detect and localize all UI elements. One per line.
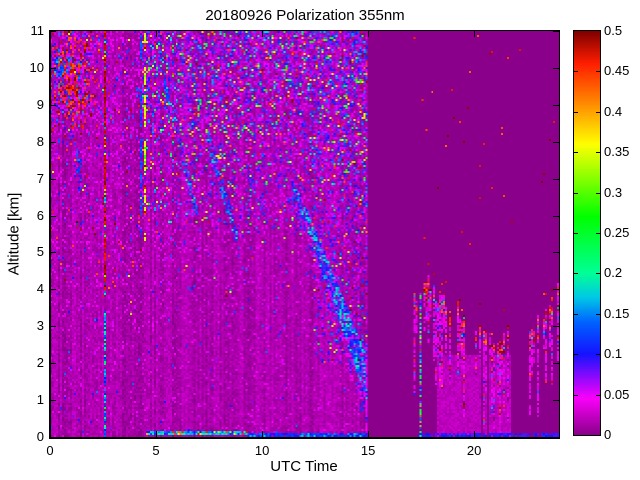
y-tick-label: 11 bbox=[30, 23, 45, 38]
colorbar-tick bbox=[574, 313, 578, 315]
y-tick-right bbox=[553, 400, 559, 402]
y-tick-label: 8 bbox=[36, 133, 44, 149]
plot-title: 20180926 Polarization 355nm bbox=[205, 7, 405, 24]
colorbar-tick bbox=[574, 152, 578, 154]
colorbar-tick-right bbox=[596, 192, 600, 194]
y-tick bbox=[50, 31, 56, 32]
y-tick-right bbox=[553, 326, 559, 328]
x-tick-label: 0 bbox=[46, 443, 54, 458]
colorbar-tick bbox=[574, 71, 578, 73]
x-tick-label: 20 bbox=[466, 443, 482, 458]
y-tick-right bbox=[553, 363, 559, 365]
colorbar-gradient bbox=[574, 31, 600, 435]
y-tick-right bbox=[553, 141, 559, 143]
colorbar-tick-right bbox=[596, 111, 600, 113]
x-tick bbox=[262, 431, 264, 437]
x-tick-top bbox=[50, 31, 51, 37]
colorbar-tick bbox=[574, 273, 578, 275]
y-tick bbox=[50, 141, 56, 143]
colorbar-tick-label: 0 bbox=[604, 427, 612, 442]
colorbar-tick-label: 0.35 bbox=[604, 144, 630, 160]
colorbar-tick bbox=[574, 111, 578, 113]
y-tick-right bbox=[553, 437, 559, 438]
y-tick-label: 0 bbox=[36, 429, 44, 444]
y-tick-label: 5 bbox=[36, 244, 44, 260]
colorbar-tick-right bbox=[596, 273, 600, 275]
colorbar-tick-label: 0.5 bbox=[604, 23, 623, 38]
colorbar-tick bbox=[574, 192, 578, 194]
x-tick-label: 10 bbox=[254, 443, 270, 458]
colorbar-tick-right bbox=[596, 313, 600, 315]
x-tick bbox=[474, 431, 476, 437]
y-tick-label: 6 bbox=[36, 207, 44, 223]
plot-axes-frame bbox=[49, 30, 560, 439]
colorbar-tick-right bbox=[596, 71, 600, 73]
y-tick-right bbox=[553, 31, 559, 32]
colorbar-tick bbox=[574, 233, 578, 234]
heatmap-canvas bbox=[50, 31, 559, 437]
colorbar-tick-label: 0.3 bbox=[604, 184, 623, 200]
x-tick bbox=[50, 431, 51, 437]
y-tick bbox=[50, 215, 56, 217]
y-tick bbox=[50, 67, 56, 69]
y-tick-label: 10 bbox=[29, 59, 44, 75]
colorbar-tick bbox=[574, 394, 578, 396]
y-tick-right bbox=[553, 67, 559, 69]
y-tick-right bbox=[553, 289, 559, 291]
y-tick-label: 2 bbox=[36, 355, 44, 371]
colorbar-tick-label: 0.05 bbox=[604, 386, 630, 402]
y-tick bbox=[50, 289, 56, 291]
y-tick-label: 7 bbox=[36, 170, 44, 186]
colorbar-tick bbox=[574, 354, 578, 356]
colorbar-tick-right bbox=[596, 152, 600, 154]
x-tick-top bbox=[368, 31, 370, 37]
colorbar-tick-label: 0.1 bbox=[604, 346, 623, 362]
y-tick bbox=[50, 104, 56, 106]
colorbar-tick-label: 0.25 bbox=[604, 225, 630, 240]
colorbar-tick-label: 0.45 bbox=[604, 63, 630, 79]
y-tick-label: 1 bbox=[36, 392, 44, 408]
y-axis-label: Altitude [km] bbox=[5, 192, 23, 276]
x-tick bbox=[156, 431, 158, 437]
y-tick bbox=[50, 400, 56, 402]
y-tick-label: 9 bbox=[36, 96, 44, 112]
colorbar-tick-right bbox=[596, 354, 600, 356]
colorbar-tick-label: 0.2 bbox=[604, 265, 623, 281]
y-tick-label: 4 bbox=[36, 281, 44, 297]
y-tick bbox=[50, 437, 56, 438]
x-axis-label: UTC Time bbox=[270, 458, 338, 475]
y-tick-right bbox=[553, 215, 559, 217]
y-tick bbox=[50, 252, 56, 254]
x-tick bbox=[368, 431, 370, 437]
x-tick-top bbox=[474, 31, 476, 37]
x-tick-top bbox=[156, 31, 158, 37]
colorbar-tick-label: 0.15 bbox=[604, 305, 630, 321]
x-tick-label: 15 bbox=[360, 443, 376, 458]
y-tick-label: 3 bbox=[36, 318, 44, 334]
y-tick-right bbox=[553, 178, 559, 180]
y-tick-right bbox=[553, 252, 559, 254]
colorbar-tick-right bbox=[596, 233, 600, 234]
colorbar-tick-label: 0.4 bbox=[604, 103, 623, 119]
y-tick bbox=[50, 363, 56, 365]
y-tick bbox=[50, 178, 56, 180]
colorbar-frame bbox=[573, 30, 601, 436]
x-tick-label: 5 bbox=[152, 443, 160, 458]
y-tick-right bbox=[553, 104, 559, 106]
y-tick bbox=[50, 326, 56, 328]
colorbar-tick-right bbox=[596, 394, 600, 396]
x-tick-top bbox=[262, 31, 264, 37]
